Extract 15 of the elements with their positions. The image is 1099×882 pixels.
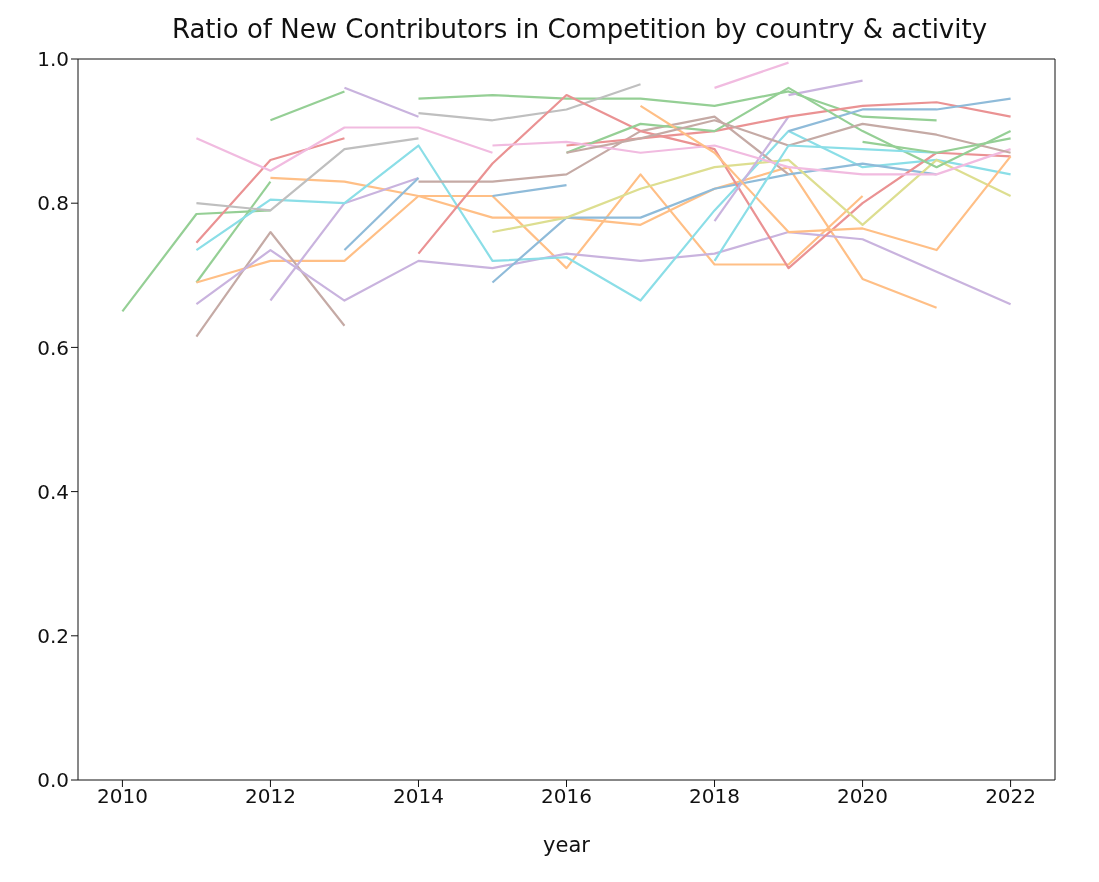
y-tick-label: 1.0	[37, 47, 69, 72]
y-tick-label: 0.6	[37, 335, 69, 360]
x-tick-label: 2020	[837, 784, 889, 809]
x-tick-label: 2012	[244, 784, 296, 809]
x-tick-label: 2014	[393, 784, 444, 809]
x-tick-label: 2010	[96, 784, 148, 809]
y-tick-label: 0.8	[37, 191, 69, 216]
y-tick-label: 0.0	[37, 768, 69, 793]
x-tick-label: 2016	[541, 784, 592, 809]
y-tick-label: 0.2	[37, 623, 69, 648]
chart-title: Ratio of New Contributors in Competition by country & activity	[170, 13, 989, 46]
x-tick-label: 2018	[689, 784, 740, 809]
x-axis-title: year	[543, 833, 591, 857]
y-tick-label: 0.4	[37, 479, 69, 504]
x-tick-label: 2022	[985, 784, 1037, 809]
